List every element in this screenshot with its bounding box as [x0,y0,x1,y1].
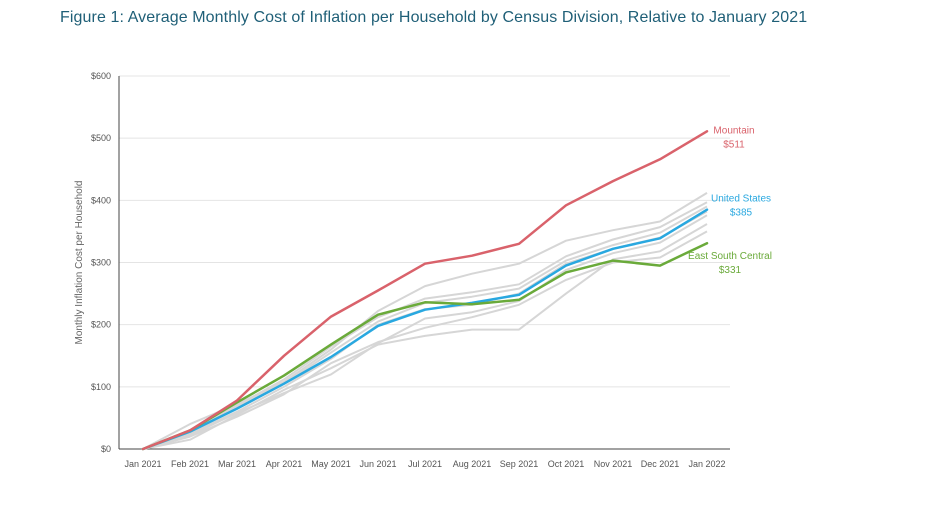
x-tick-label: Sep 2021 [500,459,539,469]
east-south-central-annotation-value: $331 [719,265,742,276]
x-tick-label: Nov 2021 [594,459,633,469]
highlight-series [141,130,709,451]
mountain-series-line [141,130,709,451]
y-axis-label: Monthly Inflation Cost per Household [74,181,85,345]
x-tick-label: Jun 2021 [359,459,396,469]
background-series-line [142,214,708,450]
x-tick-label: Oct 2021 [548,459,585,469]
series-annotations: Mountain $511 United States $385 East South … [688,125,772,276]
x-tick-label: Jan 2022 [688,459,725,469]
x-tick-label: Feb 2021 [171,459,209,469]
x-tick-label: Jan 2021 [124,459,161,469]
x-tick-label: Aug 2021 [453,459,492,469]
united-states-series-line [141,208,709,451]
gridlines [119,75,730,388]
mountain-annotation-name: Mountain [713,125,754,136]
x-tick-label: May 2021 [311,459,351,469]
mountain-annotation-value: $511 [723,139,745,150]
east-south-central-series-line [141,241,709,451]
y-tick-labels: $0 $100 $200 $300 $400 $500 $600 [91,71,111,454]
x-tick-labels: Jan 2021 Feb 2021 Mar 2021 Apr 2021 May 2021… [124,459,725,469]
background-series-line [142,201,708,450]
figure-title: Figure 1: Average Monthly Cost of Inflat… [60,9,808,26]
x-tick-label: Jul 2021 [408,459,442,469]
x-tick-label: Apr 2021 [266,459,303,469]
y-tick-label: $400 [91,195,111,205]
axes [118,76,730,450]
y-tick-label: $100 [91,382,111,392]
background-series-line [142,230,708,450]
united-states-annotation-name: United States [711,194,771,205]
east-south-central-annotation-name: East South Central [688,251,772,262]
united-states-annotation-value: $385 [730,208,753,219]
y-tick-label: $500 [91,133,111,143]
x-tick-label: Dec 2021 [641,459,680,469]
y-tick-label: $600 [91,71,111,81]
y-tick-label: $300 [91,258,111,268]
y-tick-label: $0 [101,444,111,454]
y-tick-label: $200 [91,320,111,330]
background-series-line [142,192,708,450]
background-series [142,192,708,450]
x-tick-label: Mar 2021 [218,459,256,469]
